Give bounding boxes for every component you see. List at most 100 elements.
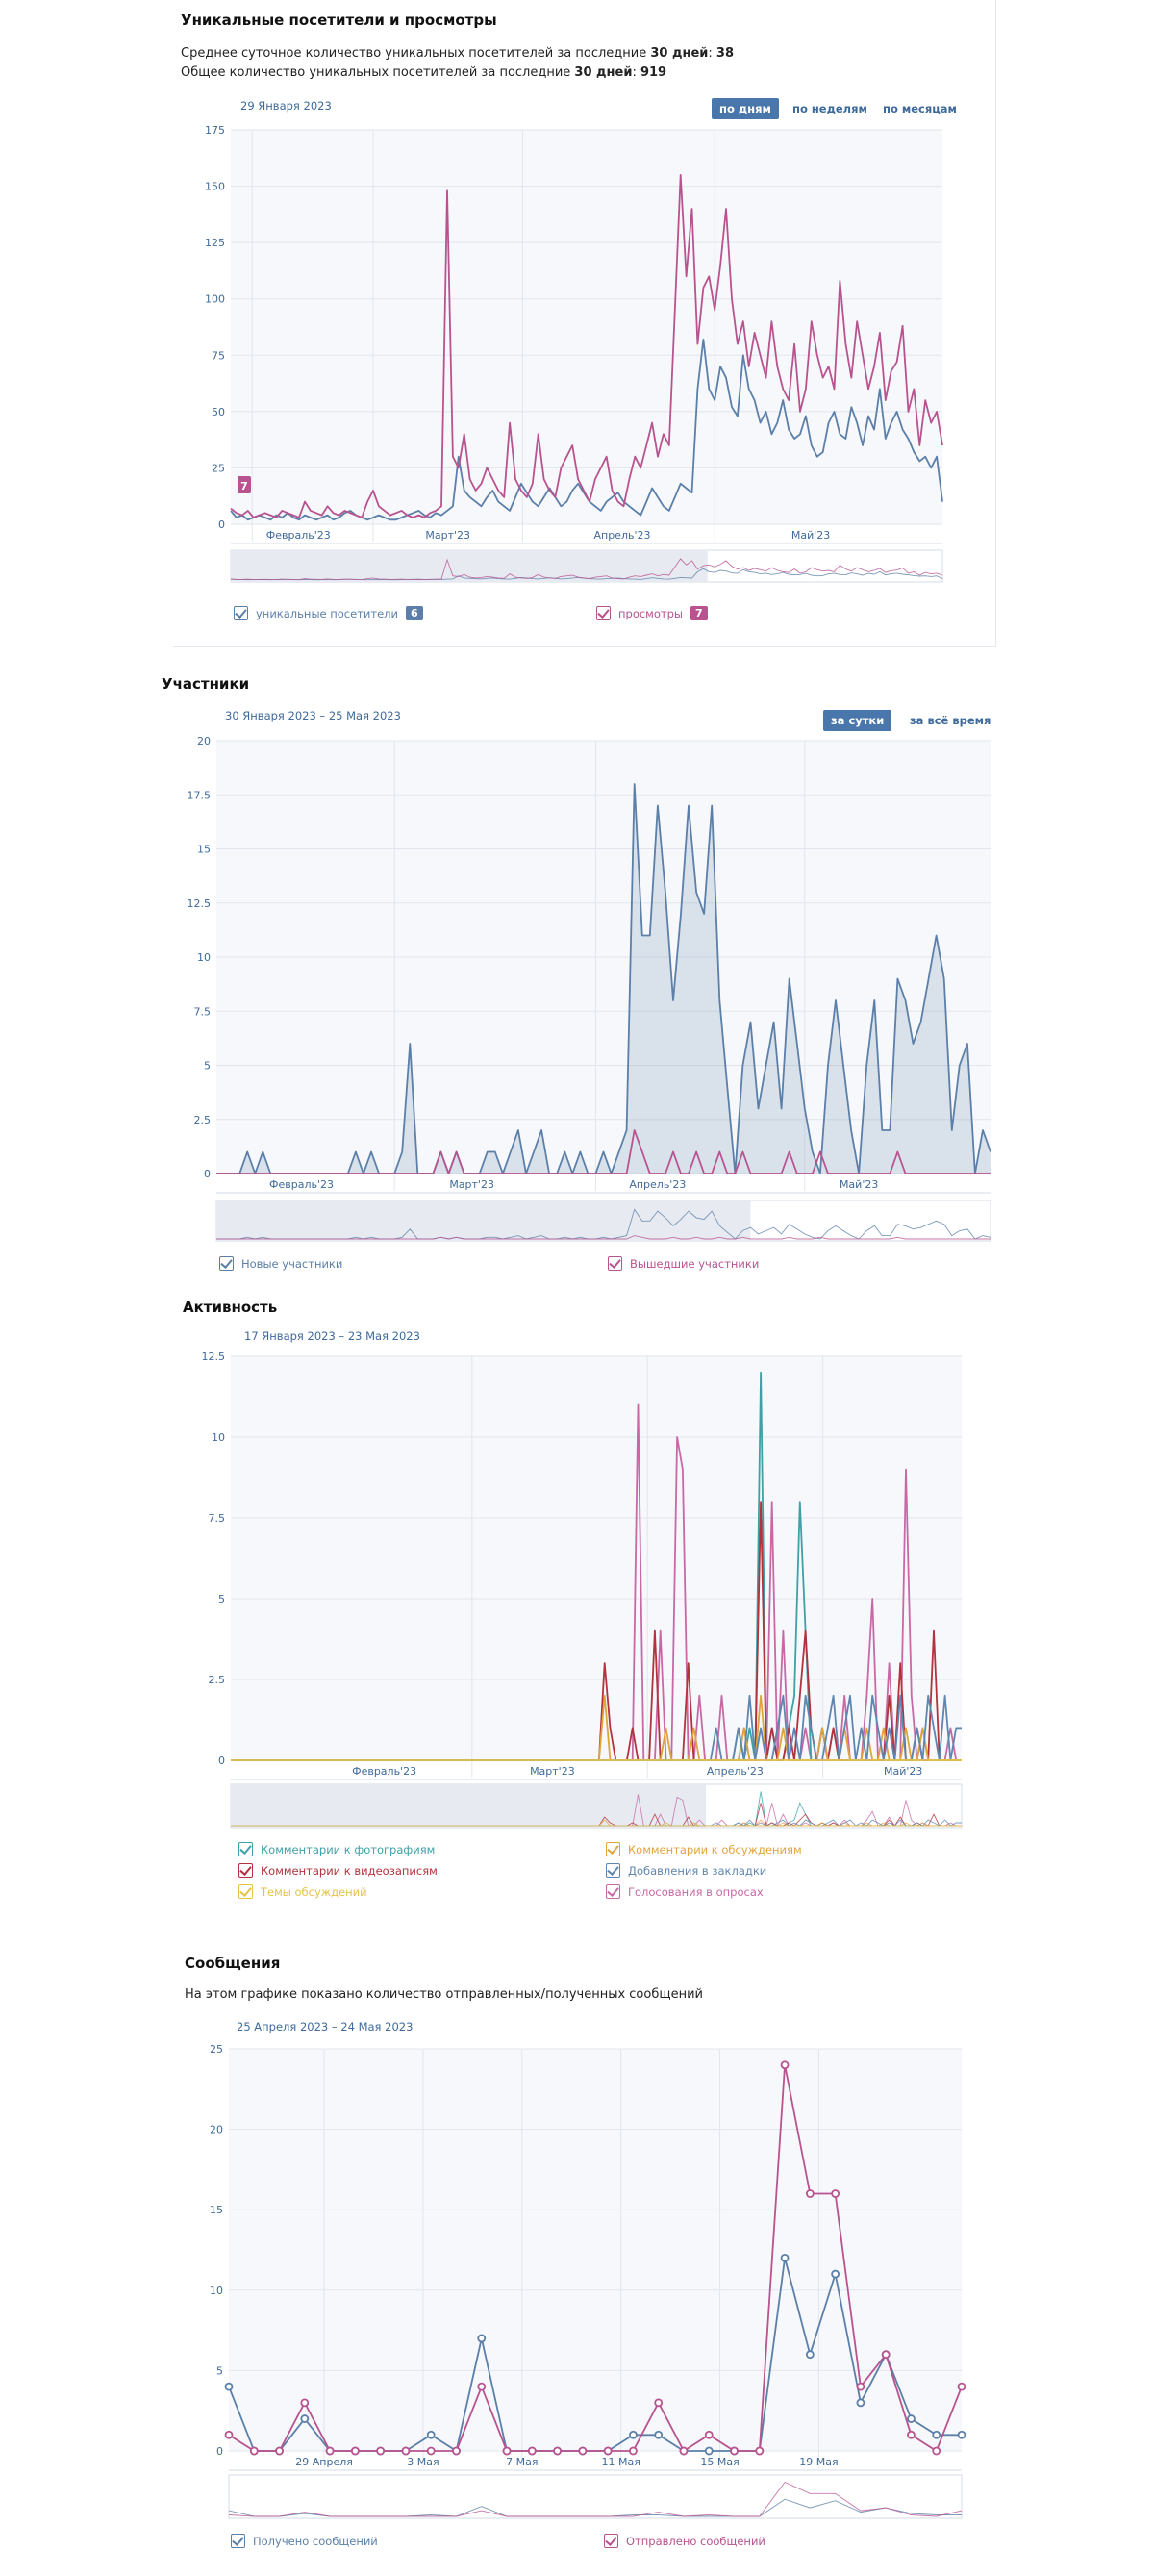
legend-new-members[interactable]: Новые участники (219, 1256, 342, 1271)
y-tick-label: 15 (210, 2204, 223, 2216)
discussion-comments-label: Комментарии к обсуждениям (628, 1842, 802, 1856)
video-comments-checkbox[interactable] (238, 1863, 253, 1878)
y-tick-label: 5 (218, 1593, 225, 1605)
series-point-1 (629, 2430, 638, 2439)
x-tick-label: Февраль'23 (269, 1178, 334, 1191)
legend-poll-votes[interactable]: Голосования в опросах (606, 1884, 764, 1899)
series-point-2 (477, 2382, 487, 2391)
topics-checkbox[interactable] (238, 1884, 253, 1899)
bookmarks-checkbox[interactable] (606, 1863, 620, 1878)
series-point-2 (755, 2446, 765, 2456)
activity-title: Активность (183, 1299, 278, 1316)
tooltip-value: 7 (240, 480, 248, 492)
y-tick-label: 25 (210, 2043, 223, 2056)
x-tick-label: Март'23 (449, 1178, 494, 1191)
series-point-2 (780, 2060, 790, 2070)
plot-background (231, 130, 942, 524)
visitors-chart[interactable]: 0 25 50 75 100 125 150 175 Февраль'23 Март'23 Апре… (173, 120, 981, 601)
series-point-1 (300, 2414, 310, 2423)
x-tick-label: Февраль'23 (352, 1765, 416, 1778)
by-weeks-button[interactable]: по неделям (792, 102, 867, 115)
series-point-2 (401, 2446, 411, 2456)
legend-left-members[interactable]: Вышедшие участники (608, 1256, 759, 1271)
series-point-2 (275, 2446, 284, 2456)
avg-visitors-value: 38 (715, 46, 735, 61)
series-point-2 (502, 2446, 512, 2456)
members-chart[interactable]: 0 2.5 5 7.5 10 12.5 15 17.5 20 Февраль'23 Март'23 А… (173, 731, 1000, 1250)
y-tick-label: 50 (212, 406, 225, 418)
legend-received[interactable]: Получено сообщений (231, 2534, 378, 2548)
messages-chart[interactable]: 0 5 10 15 20 25 29 Апреля 3 Мая 7 Мая 11 Мая 15 Ма… (183, 2037, 981, 2538)
per-day-button[interactable]: за сутки (823, 710, 892, 731)
series-point-2 (426, 2446, 436, 2456)
y-tick-label: 12.5 (202, 1351, 226, 1363)
y-tick-label: 75 (212, 349, 225, 362)
series-line-2 (216, 1129, 991, 1174)
received-checkbox[interactable] (231, 2534, 245, 2548)
by-days-button[interactable]: по дням (712, 98, 779, 119)
poll-votes-checkbox[interactable] (606, 1884, 620, 1899)
plot-background (231, 1356, 962, 1760)
legend-bookmarks[interactable]: Добавления в закладки (606, 1863, 766, 1878)
series-area-1 (216, 784, 991, 1174)
x-tick-label: Апрель'23 (707, 1765, 764, 1778)
y-tick-label: 10 (212, 1431, 225, 1444)
x-tick-label: Май'23 (840, 1178, 878, 1191)
series-point-1 (780, 2253, 790, 2262)
legend-discussion-comments[interactable]: Комментарии к обсуждениям (606, 1842, 802, 1856)
tooltip-marker (238, 476, 251, 493)
activity-chart[interactable]: 0 2.5 5 7.5 10 12.5 Февраль'23 Март'23 Апрель'23… (183, 1347, 981, 1837)
legend-photo-comments[interactable]: Комментарии к фотографиям (238, 1842, 435, 1856)
legend-video-comments[interactable]: Комментарии к видеозаписям (238, 1863, 438, 1878)
series-point-2 (376, 2446, 386, 2456)
series-point-2 (300, 2398, 310, 2408)
series-point-1 (805, 2350, 815, 2360)
series-point-2 (350, 2446, 360, 2456)
visitors-checkbox[interactable] (234, 606, 248, 620)
visitors-date-label: 29 Января 2023 (240, 99, 332, 113)
y-tick-label: 2.5 (209, 1674, 226, 1686)
x-tick-label: Май'23 (884, 1765, 922, 1778)
series-point-2 (553, 2446, 562, 2456)
members-title: Участники (162, 675, 250, 693)
y-tick-label: 2.5 (194, 1114, 212, 1126)
all-time-button[interactable]: за всё время (910, 714, 991, 727)
left-members-checkbox[interactable] (608, 1256, 622, 1271)
messages-title: Сообщения (185, 1955, 281, 1972)
y-tick-label: 150 (205, 181, 225, 193)
series-point-1 (477, 2334, 487, 2343)
activity-date-label: 17 Января 2023 – 23 Мая 2023 (244, 1329, 420, 1343)
poll-votes-label: Голосования в опросах (628, 1884, 764, 1899)
y-tick-label: 15 (197, 844, 211, 856)
avg-visitors-period: 30 дней (650, 46, 709, 61)
legend-visitors[interactable]: уникальные посетители 6 (234, 606, 423, 620)
x-tick-label: Февраль'23 (266, 529, 331, 542)
new-members-checkbox[interactable] (219, 1256, 234, 1271)
series-point-2 (629, 2446, 638, 2456)
legend-views[interactable]: просмотры 7 (596, 606, 708, 620)
series-point-1 (856, 2398, 866, 2408)
messages-subtitle: На этом графике показано количество отпр… (185, 1987, 703, 2002)
discussion-comments-checkbox[interactable] (606, 1842, 620, 1856)
visitors-panel-border (173, 0, 996, 647)
avg-visitors-pre: Среднее суточное количество уникальных п… (181, 46, 651, 61)
legend-sent[interactable]: Отправлено сообщений (604, 2534, 765, 2548)
y-tick-label: 0 (218, 518, 225, 531)
legend-topics[interactable]: Темы обсуждений (238, 1884, 367, 1899)
visitors-badge: 6 (405, 606, 423, 620)
left-members-label: Вышедшие участники (630, 1256, 760, 1271)
x-tick-label: Апрель'23 (593, 529, 650, 542)
by-months-button[interactable]: по месяцам (883, 102, 957, 115)
series-point-1 (932, 2430, 941, 2439)
series-point-1 (957, 2430, 966, 2439)
y-tick-label: 7.5 (194, 1005, 212, 1018)
views-checkbox[interactable] (596, 606, 611, 620)
series-point-2 (704, 2430, 714, 2439)
total-visitors-pre: Общее количество уникальных посетителей … (181, 65, 575, 80)
x-tick-label: 7 Мая (506, 2456, 538, 2468)
series-point-2 (578, 2446, 588, 2456)
series-point-2 (249, 2446, 259, 2456)
sent-checkbox[interactable] (604, 2534, 618, 2548)
photo-comments-checkbox[interactable] (238, 1842, 253, 1856)
navigator-line-2 (228, 2481, 963, 2517)
